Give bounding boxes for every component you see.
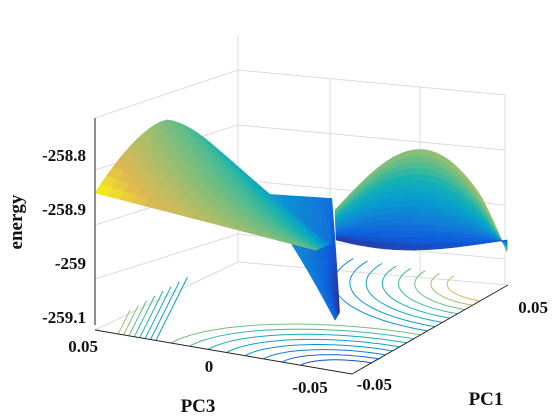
- surface-patch: [477, 240, 485, 245]
- contour-line: [117, 309, 131, 335]
- contour-line: [133, 295, 156, 337]
- z-tick-label: -259.1: [42, 308, 86, 327]
- surface-patch: [483, 240, 491, 244]
- contour-line: [414, 270, 465, 311]
- surface-patch: [442, 220, 449, 228]
- contour-line: [123, 305, 139, 336]
- surface-patch: [467, 234, 475, 239]
- saddle-surface: [94, 119, 508, 321]
- surface-patch: [456, 233, 464, 239]
- z-axis-title: energy: [6, 194, 27, 249]
- surface-patch: [351, 229, 357, 234]
- surface-patch: [441, 231, 448, 239]
- surface-patch: [329, 212, 334, 222]
- surface-patch: [370, 241, 376, 249]
- x-tick-label: 0.05: [518, 298, 548, 317]
- surface-patch: [436, 231, 443, 239]
- surface-patch: [327, 205, 334, 214]
- x-tick-label: -0.05: [357, 375, 392, 394]
- y-axis-title: PC3: [181, 396, 216, 417]
- contour-line: [263, 349, 386, 360]
- surface-patch: [343, 233, 348, 237]
- surface-patch: [335, 237, 341, 242]
- z-tick-label: -258.8: [42, 146, 86, 165]
- grid-line: [94, 233, 239, 280]
- surface-patch: [451, 232, 459, 239]
- contour-line: [365, 262, 443, 323]
- surface-patch: [461, 237, 469, 243]
- surface-patch: [331, 236, 336, 247]
- y-axis-line: [94, 329, 353, 375]
- y-tick-label: 0: [205, 357, 214, 376]
- surface-patch: [440, 242, 447, 250]
- floor-contours: [117, 258, 480, 366]
- contour-line: [430, 272, 473, 306]
- grid-line: [237, 124, 506, 151]
- contour-line: [144, 286, 172, 339]
- contour-line: [207, 333, 407, 350]
- surface-patch: [494, 240, 502, 243]
- surface-patch: [339, 238, 344, 243]
- surface-patch: [354, 240, 360, 246]
- surface-patch: [441, 226, 449, 233]
- z-tick-label: -259: [55, 254, 86, 273]
- contour-line: [170, 323, 421, 344]
- contour-line: [139, 291, 164, 338]
- surface-patch: [338, 301, 340, 314]
- surface-patch: [472, 241, 479, 246]
- grid-line: [94, 69, 239, 119]
- contour-line: [155, 277, 188, 341]
- surface-patch: [451, 237, 458, 244]
- surface-patch: [329, 220, 335, 230]
- surface-patch: [334, 263, 338, 274]
- surface-patch: [489, 240, 496, 244]
- contour-line: [150, 281, 180, 340]
- contour-line: [128, 300, 147, 337]
- axes: -258.8 -258.9 -259 -259.1 0.05 0 -0.05 -…: [6, 118, 548, 417]
- surface-patch: [327, 198, 333, 207]
- surface-patch: [452, 227, 459, 234]
- contour-line: [381, 265, 451, 319]
- surface-patch: [450, 242, 458, 249]
- y-tick-label: 0.05: [68, 337, 98, 356]
- y-tick-label: -0.05: [292, 378, 327, 397]
- surface-patch: [462, 233, 469, 239]
- surface-patch: [346, 239, 352, 244]
- contour-line: [189, 328, 414, 347]
- surface-patch: [445, 237, 453, 244]
- surface-patch: [355, 228, 361, 234]
- surface-patch: [466, 241, 474, 247]
- grid-line: [237, 261, 509, 286]
- contour-line: [446, 275, 480, 302]
- contour-line: [244, 344, 393, 357]
- surface-patch: [455, 241, 463, 248]
- contour-line: [333, 258, 428, 332]
- surface-patch: [351, 232, 356, 238]
- surface-patch: [456, 237, 463, 243]
- surface-patch: [350, 239, 356, 245]
- x-axis-line: [351, 284, 509, 375]
- surface-patch: [446, 232, 453, 239]
- surface-patch: [330, 228, 336, 238]
- surface-patch: [461, 241, 468, 247]
- z-tick-label: -258.9: [42, 200, 86, 219]
- contour-line: [226, 338, 400, 353]
- contour-line: [300, 359, 372, 366]
- surface-patch: [501, 239, 508, 242]
- surface-patch: [343, 238, 348, 244]
- surface-patch: [354, 232, 361, 238]
- contour-line: [281, 354, 379, 363]
- grid-line: [237, 69, 506, 96]
- contour-line: [397, 267, 458, 315]
- contour-line: [349, 260, 436, 328]
- surface-patch: [446, 226, 454, 234]
- surface-patch: [347, 233, 352, 238]
- surface-patch: [359, 227, 365, 234]
- x-axis-title: PC1: [469, 389, 504, 410]
